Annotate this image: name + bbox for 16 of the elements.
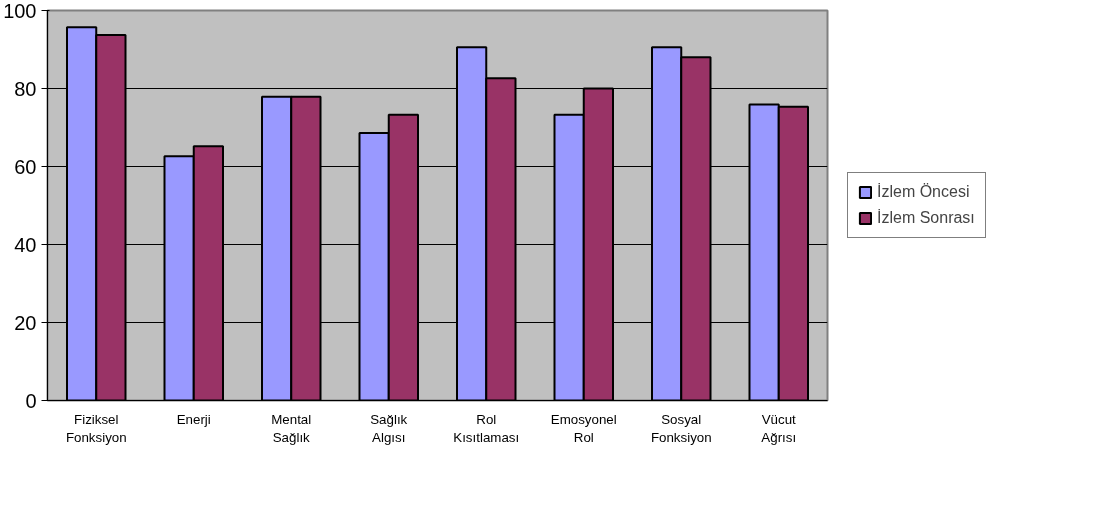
legend-label: İzlem Öncesi [877, 183, 970, 201]
legend-label: İzlem Sonrası [877, 209, 975, 227]
y-tick-label: 80 [14, 77, 37, 100]
x-tick-label: Mental Sağlık [271, 411, 312, 445]
x-tick-label: Fiziksel Fonksiyon [65, 411, 127, 445]
y-tick-label: 60 [14, 155, 37, 178]
x-tick-label: Enerji [176, 411, 211, 427]
y-tick-label: 0 [25, 389, 37, 412]
x-tick-label: Sosyal Fonksiyon [650, 411, 712, 445]
x-tick-label: Vücut Ağrısı [761, 411, 797, 445]
x-tick-label: Rol Kısıtlaması [453, 411, 520, 445]
x-tick-label: Emosyonel Rol [550, 411, 617, 445]
y-tick-label: 100 [3, 0, 37, 22]
y-tick-label: 40 [14, 233, 37, 256]
y-tick-label: 20 [14, 311, 37, 334]
x-tick-label: Sağlık Algısı [370, 411, 408, 445]
